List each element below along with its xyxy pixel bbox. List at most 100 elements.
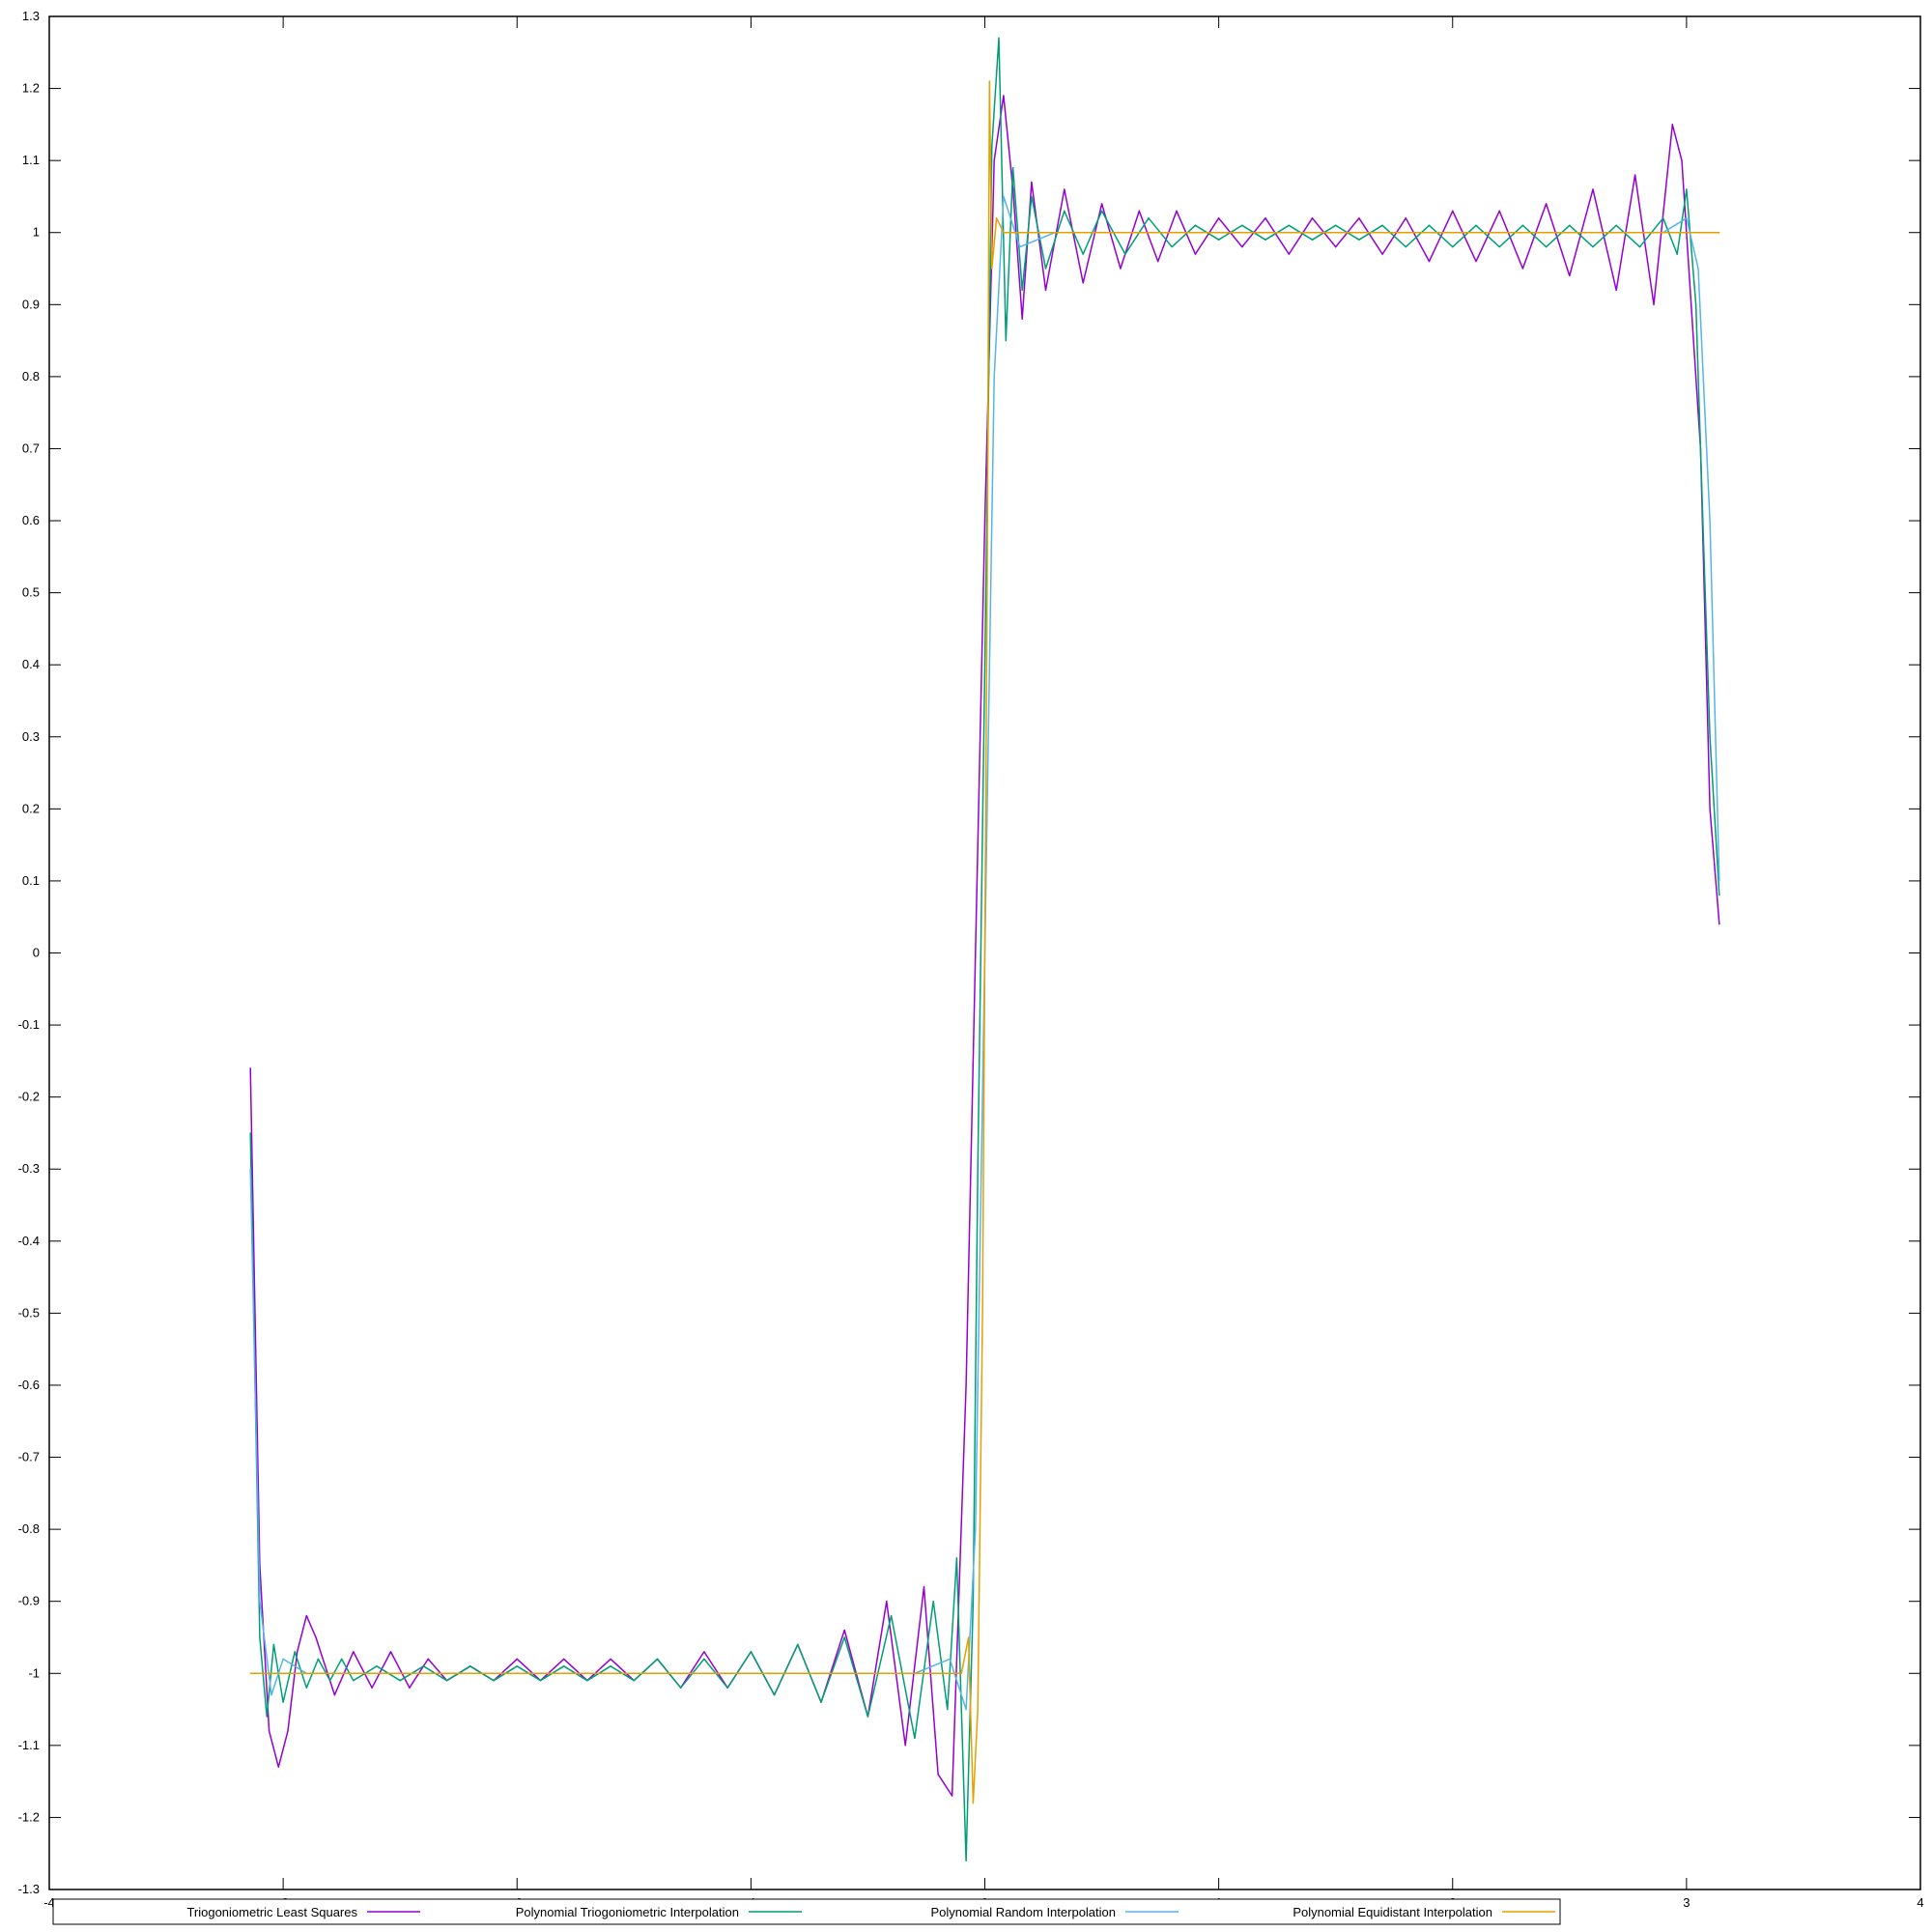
data-point xyxy=(633,1680,636,1682)
data-point xyxy=(610,1665,611,1667)
data-point xyxy=(353,1680,355,1682)
data-point xyxy=(1709,808,1711,810)
data-point xyxy=(993,159,995,161)
data-point xyxy=(983,664,986,666)
data-point xyxy=(1615,289,1617,292)
data-point xyxy=(427,1658,429,1661)
data-point xyxy=(1498,245,1500,248)
data-point xyxy=(277,1766,279,1768)
data-point xyxy=(328,1680,331,1682)
data-point xyxy=(1671,124,1674,126)
x-tick-label: 4 xyxy=(1917,1895,1923,1910)
data-point xyxy=(703,1651,705,1653)
data-point xyxy=(914,1737,916,1740)
data-point xyxy=(1044,289,1047,292)
data-point xyxy=(947,1708,949,1711)
legend-label: Polynomial Triogoniometric Interpolation xyxy=(516,1905,739,1919)
y-tick-label: -0.3 xyxy=(18,1161,40,1176)
data-point xyxy=(422,1665,425,1667)
data-point xyxy=(516,1658,518,1661)
data-point xyxy=(1064,210,1065,213)
data-point xyxy=(1171,245,1173,248)
data-point xyxy=(1264,217,1266,219)
data-point xyxy=(1521,224,1524,226)
data-point xyxy=(1064,188,1065,190)
data-point xyxy=(1545,203,1548,205)
data-point xyxy=(1569,224,1571,226)
data-point xyxy=(773,1693,776,1696)
y-tick-label: 1.3 xyxy=(22,9,40,23)
data-point xyxy=(1019,245,1021,248)
data-point xyxy=(1217,239,1220,241)
axis-tick-labels: -1.3 -1.2 -1.1 -1 -0.9 -0.8 -0.7 -0.6 -0.5 -0.4 -0… xyxy=(18,9,1924,1910)
legend-label: Triogoniometric Least Squares xyxy=(186,1905,357,1919)
data-point xyxy=(983,520,986,522)
data-point xyxy=(340,1658,343,1661)
legend-box xyxy=(52,1898,1561,1925)
data-point xyxy=(1653,303,1655,306)
y-tick-label: -1.3 xyxy=(18,1882,40,1896)
data-point xyxy=(539,1680,542,1682)
data-point xyxy=(270,1693,272,1696)
y-tick-label: -0.7 xyxy=(18,1450,40,1464)
data-point xyxy=(1148,217,1150,219)
data-point xyxy=(516,1665,518,1667)
data-point xyxy=(305,1614,308,1617)
data-point xyxy=(998,37,1000,40)
data-point xyxy=(1120,268,1122,270)
data-point xyxy=(1694,303,1697,306)
data-point xyxy=(287,1730,289,1732)
data-point xyxy=(376,1665,378,1667)
data-point xyxy=(399,1680,401,1682)
data-point xyxy=(967,1636,970,1638)
data-point xyxy=(1452,210,1454,213)
data-point xyxy=(1031,181,1033,184)
y-tick-label: 1 xyxy=(33,225,40,240)
data-point xyxy=(993,376,995,378)
data-point xyxy=(315,1636,317,1638)
data-point xyxy=(1686,188,1688,190)
data-point xyxy=(1709,736,1711,738)
data-point xyxy=(1690,303,1692,306)
data-point xyxy=(1100,203,1103,205)
legend-label: Polynomial Random Interpolation xyxy=(931,1905,1117,1919)
data-point xyxy=(1475,224,1477,226)
data-point xyxy=(493,1680,495,1682)
legend-label: Polynomial Equidistant Interpolation xyxy=(1293,1905,1492,1919)
y-tick-label: 0.6 xyxy=(22,513,40,527)
x-tick-label: 3 xyxy=(1683,1895,1690,1910)
data-point xyxy=(259,1600,261,1603)
y-tick-label: 0.3 xyxy=(22,729,40,744)
data-point xyxy=(1241,245,1243,248)
data-point xyxy=(1241,224,1243,226)
y-tick-label: 0.8 xyxy=(22,369,40,384)
y-tick-label: -0.2 xyxy=(18,1090,40,1104)
data-point xyxy=(249,1067,251,1069)
data-point xyxy=(294,1651,296,1653)
data-point xyxy=(1044,268,1047,270)
data-point xyxy=(1138,210,1141,213)
data-point xyxy=(282,1658,284,1661)
data-point xyxy=(843,1629,845,1632)
data-point xyxy=(1634,174,1636,176)
data-point xyxy=(1545,245,1548,248)
data-point xyxy=(1156,260,1159,263)
data-point xyxy=(1709,520,1711,522)
data-point xyxy=(1662,217,1664,219)
y-tick-label: -0.8 xyxy=(18,1521,40,1536)
y-tick-label: -0.4 xyxy=(18,1234,40,1248)
data-point xyxy=(867,1716,869,1718)
data-point xyxy=(983,952,986,954)
data-point xyxy=(1003,95,1005,97)
data-point xyxy=(1194,224,1197,226)
data-point xyxy=(972,1802,975,1804)
y-tick-label: -0.9 xyxy=(18,1594,40,1608)
series-polynomial-equidistant-interpolation xyxy=(249,80,1720,1804)
data-point xyxy=(1311,217,1314,219)
data-point xyxy=(1381,224,1383,226)
data-point xyxy=(305,1687,308,1689)
data-point xyxy=(991,145,993,147)
data-point xyxy=(988,80,991,82)
data-point xyxy=(1288,224,1290,226)
